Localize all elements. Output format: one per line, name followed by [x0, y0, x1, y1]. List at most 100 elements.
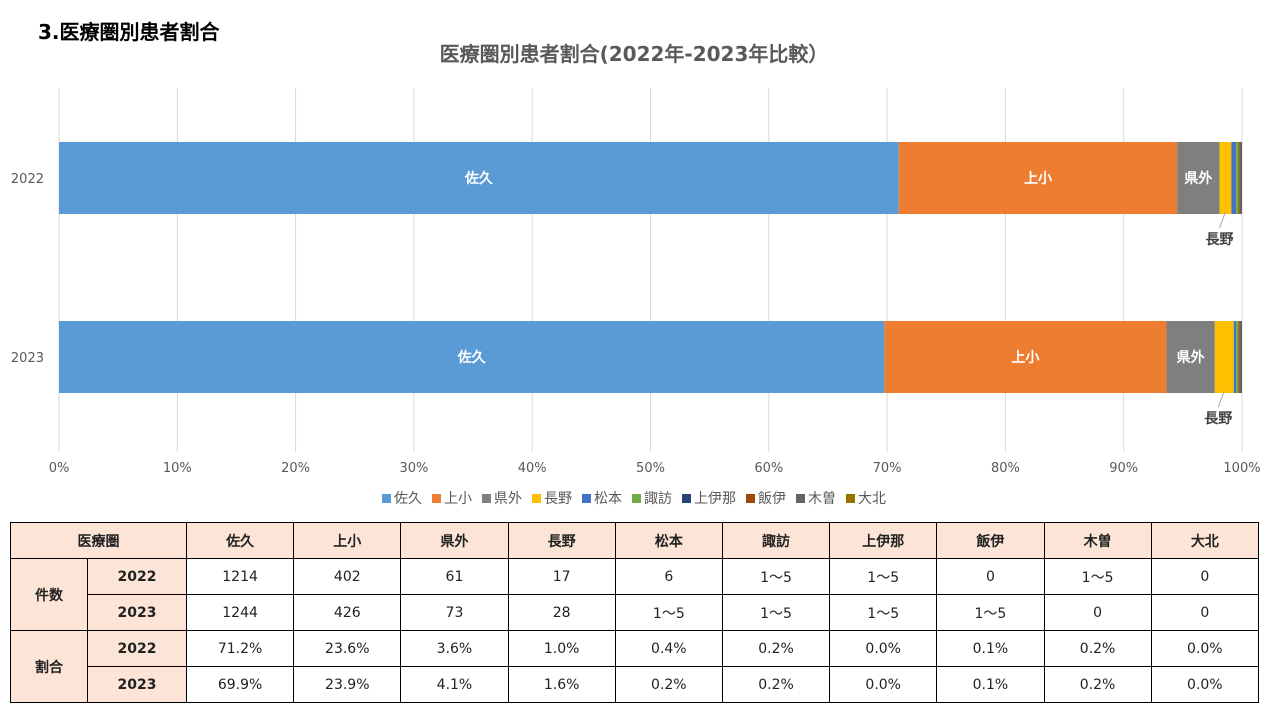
table-cell: 1.6%: [507, 666, 616, 703]
legend-label: 諏訪: [644, 491, 672, 507]
legend-swatch: [632, 493, 641, 503]
x-tick-label: 40%: [518, 461, 547, 476]
legend-swatch: [796, 493, 805, 503]
table-cell: 1～5: [1043, 558, 1152, 595]
legend-label: 大北: [858, 491, 886, 507]
table-cell: 0.1%: [936, 666, 1045, 703]
legend-swatch: [746, 493, 755, 503]
table-cell: 1214: [185, 558, 295, 595]
legend-swatch: [846, 493, 855, 503]
bar-segment: [1236, 142, 1239, 214]
table-cell: 0.0%: [1150, 630, 1260, 667]
bar-segment: [1238, 321, 1240, 393]
table-cell: 71.2%: [185, 630, 295, 667]
legend-label: 松本: [594, 491, 622, 507]
table-cell: 69.9%: [185, 666, 295, 703]
table-cell: 0.2%: [1043, 666, 1152, 703]
legend-label: 上小: [444, 491, 472, 507]
table-header-cell: 上小: [293, 522, 402, 559]
x-tick-label: 0%: [49, 461, 70, 476]
table-cell: 4.1%: [400, 666, 509, 703]
legend-item: 飯伊: [746, 488, 786, 508]
legend-item: 佐久: [382, 488, 422, 508]
table-cell: 0.2%: [614, 666, 723, 703]
x-tick-label: 20%: [281, 461, 310, 476]
table-cell: 1～5: [829, 558, 938, 595]
chart-title: 医療圏別患者割合(2022年-2023年比較）: [439, 42, 829, 66]
legend-item: 上伊那: [682, 488, 736, 508]
table-cell: 0.1%: [936, 630, 1045, 667]
table-cell: 426: [293, 594, 402, 631]
bar-segment: [1177, 142, 1220, 214]
bar-segment: [898, 142, 1178, 214]
legend-item: 木曽: [796, 488, 836, 508]
x-tick-label: 90%: [1109, 461, 1138, 476]
x-tick-label: 50%: [636, 461, 665, 476]
bar-segment: [1238, 142, 1240, 214]
legend-swatch: [482, 493, 491, 503]
table-cell: 1～5: [614, 594, 723, 631]
table-cell: 73: [400, 594, 509, 631]
table-year-cell: 2023: [87, 666, 187, 703]
table-cell: 1～5: [721, 558, 831, 595]
bar-segment: [1231, 142, 1237, 214]
table-cell: 1～5: [829, 594, 938, 631]
table-cell: 0.0%: [829, 630, 938, 667]
table-group-label: 割合: [10, 630, 88, 703]
table-row: 2023 1244 426 73 28 1～5 1～5 1～5 1～5 0 0: [11, 594, 1260, 631]
bar-data-label: 佐久: [464, 170, 494, 187]
table-cell: 1.0%: [507, 630, 616, 667]
table-cell: 23.6%: [293, 630, 402, 667]
x-tick-label: 80%: [991, 461, 1020, 476]
legend-swatch: [682, 493, 691, 503]
legend-label: 佐久: [394, 491, 422, 507]
table-cell: 1244: [185, 594, 295, 631]
table-group-label: 件数: [10, 558, 88, 631]
table-header-cell: 大北: [1150, 522, 1260, 559]
legend-label: 上伊那: [694, 491, 736, 507]
table-cell: 402: [293, 558, 402, 595]
bar-segment: [1166, 321, 1215, 393]
y-category-label: 2022: [11, 172, 44, 187]
x-tick-label: 70%: [873, 461, 902, 476]
legend-label: 木曽: [808, 491, 836, 507]
x-tick-label: 10%: [163, 461, 192, 476]
legend-item: 大北: [846, 488, 886, 508]
y-category-label: 2023: [11, 351, 44, 366]
bar-segment: [59, 142, 899, 214]
section-heading: 3.医療圏別患者割合: [38, 20, 220, 44]
callout-leader-line: [1217, 390, 1225, 408]
table-cell: 0.2%: [721, 630, 831, 667]
table-header-cell: 県外: [400, 522, 509, 559]
bar-segment: [59, 321, 885, 393]
table-row: 割合 2022 71.2% 23.6% 3.6% 1.0% 0.4% 0.2% 0.0% 0.1%…: [10, 630, 1260, 703]
table-cell: 0.2%: [1043, 630, 1152, 667]
table-cell: 23.9%: [293, 666, 402, 703]
table-cell: 6: [614, 558, 723, 595]
table-header-cell: 上伊那: [829, 522, 938, 559]
bar-segment: [1239, 321, 1242, 393]
table-cell: 28: [507, 594, 616, 631]
table-header-cell: 諏訪: [721, 522, 831, 559]
table-header-cell: 佐久: [185, 522, 295, 559]
legend-label: 県外: [494, 491, 522, 507]
table-row: 2023 69.9% 23.9% 4.1% 1.6% 0.2% 0.2% 0.0% 0.1% 0.…: [11, 666, 1260, 703]
bar-segment: [1219, 142, 1232, 214]
bar-segment: [884, 321, 1167, 393]
table-header-cell: 木曽: [1043, 522, 1152, 559]
bar-data-label: 県外: [1184, 170, 1212, 187]
legend-item: 上小: [432, 488, 472, 508]
bar-segment: [1236, 321, 1239, 393]
table-year-cell: 2022: [87, 558, 187, 595]
table-year-cell: 2023: [87, 594, 187, 631]
table-cell: 3.6%: [400, 630, 509, 667]
table-year-cell: 2022: [87, 630, 187, 667]
table-cell: 0.0%: [829, 666, 938, 703]
legend-item: 長野: [532, 488, 572, 508]
table-header-cell: 松本: [614, 522, 723, 559]
stacked-bar-chart: 0% 10% 20% 30% 40% 50% 60% 70% 80% 90% 100% 2022 202…: [11, 88, 1261, 476]
table-row: 件数 2022 1214 402 61 17 6 1～5 1～5 0 1～5 0: [10, 558, 1260, 631]
x-tick-label: 100%: [1223, 461, 1260, 476]
chart-legend: 佐久 上小 県外 長野 松本 諏訪 上伊那 飯伊 木曽 大北: [0, 488, 1268, 508]
table-header-cell: 医療圏: [10, 522, 187, 559]
